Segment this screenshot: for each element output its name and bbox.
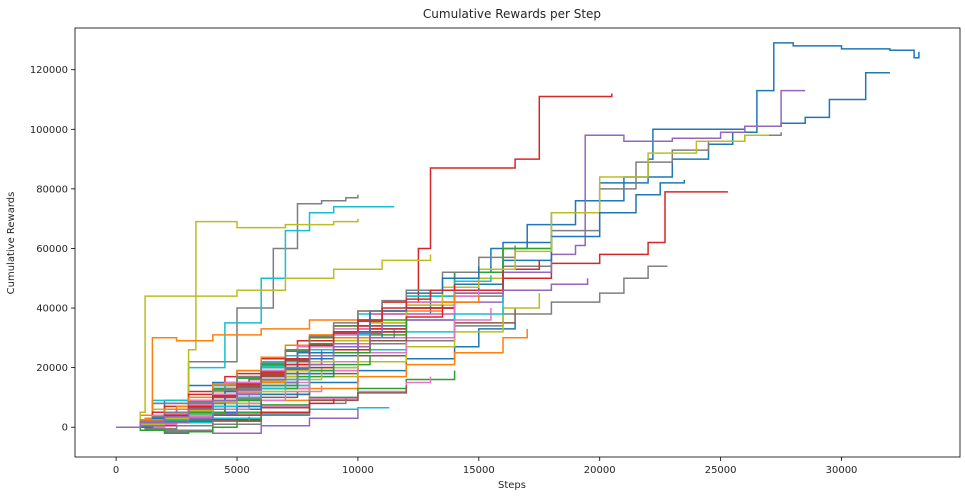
series-line-10 [116, 205, 395, 428]
chart-title: Cumulative Rewards per Step [423, 7, 601, 21]
x-tick-label: 30000 [826, 465, 858, 476]
series-line-76 [116, 415, 262, 434]
x-tick-label: 20000 [584, 465, 616, 476]
x-axis: 0 5000 10000 15000 20000 25000 30000 [113, 457, 858, 476]
y-axis-title: Cumulative Rewards [6, 192, 17, 295]
x-tick-label: 25000 [705, 465, 737, 476]
x-tick-label: 5000 [224, 465, 249, 476]
y-tick-label: 120000 [30, 65, 68, 76]
series-line-20 [116, 254, 432, 428]
plot-area-frame [74, 27, 961, 458]
series-line-75 [116, 284, 456, 428]
series-line-73 [116, 293, 408, 428]
x-axis-title: Steps [498, 480, 526, 491]
y-tick-label: 100000 [30, 125, 68, 136]
y-tick-label: 80000 [36, 184, 68, 195]
y-tick-label: 40000 [36, 304, 68, 315]
series-line-77 [116, 324, 383, 428]
y-tick-label: 0 [62, 423, 68, 434]
series-layer [116, 42, 920, 434]
y-tick-label: 60000 [36, 244, 68, 255]
series-line-74 [116, 352, 335, 428]
y-axis: 0 20000 40000 60000 80000 100000 120000 [30, 65, 75, 434]
y-tick-label: 20000 [36, 363, 68, 374]
x-tick-label: 10000 [342, 465, 374, 476]
x-tick-label: 15000 [463, 465, 495, 476]
x-tick-label: 0 [113, 465, 119, 476]
series-line-9 [116, 194, 359, 428]
